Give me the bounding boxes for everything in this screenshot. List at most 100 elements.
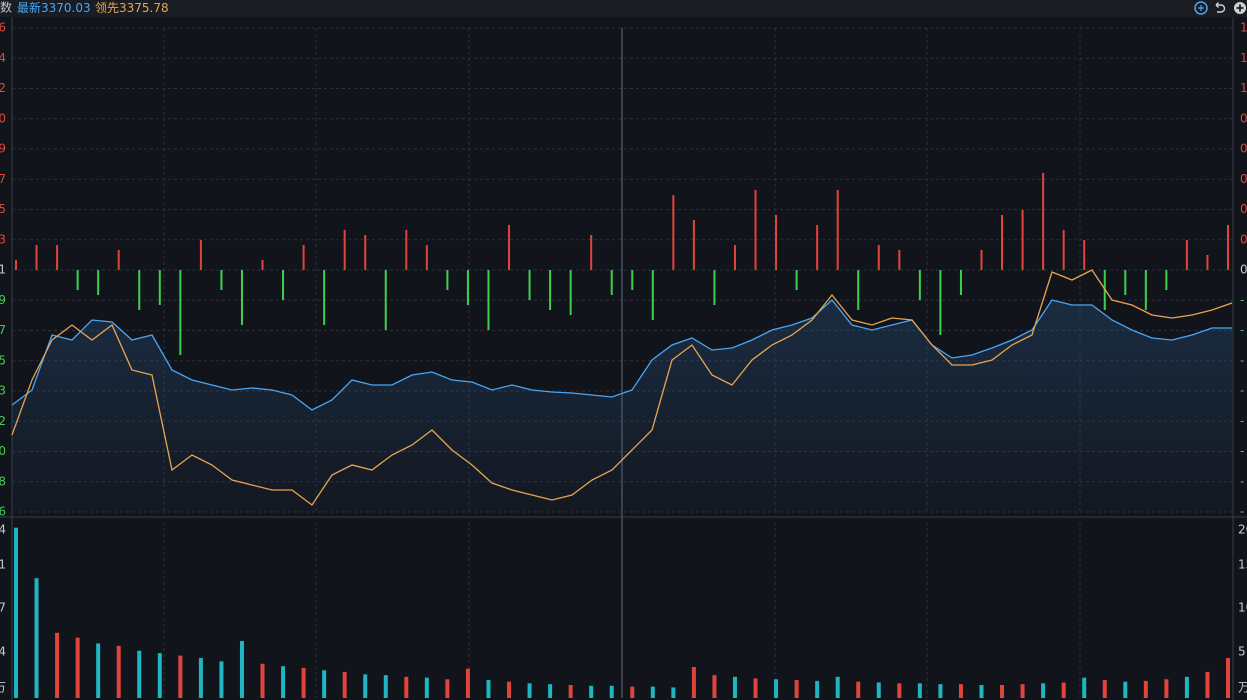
undo-icon[interactable] — [1215, 2, 1226, 13]
volume-bar — [712, 675, 717, 698]
y-axis-label: 3 — [0, 232, 6, 246]
volume-bar — [774, 679, 779, 698]
legend-name: 领先 — [95, 1, 119, 15]
volume-axis-label: 5 — [1238, 645, 1246, 659]
y2-axis-label: - — [1240, 474, 1244, 488]
diff-bar — [775, 215, 778, 270]
volume-bar — [568, 684, 573, 698]
volume-bar — [1184, 676, 1189, 698]
volume-bar — [609, 685, 614, 698]
y-axis-label: 6 — [0, 505, 6, 519]
diff-bar — [1227, 225, 1229, 270]
volume-bar — [486, 680, 491, 698]
diff-bar — [836, 190, 839, 270]
volume-bar — [650, 686, 655, 698]
settings-icon[interactable] — [1194, 1, 1208, 15]
diff-bar — [939, 270, 942, 335]
y2-axis-label: - — [1240, 293, 1244, 307]
diff-bar — [857, 270, 860, 310]
volume-bar — [1041, 683, 1046, 698]
y-axis-label: 5 — [0, 202, 6, 216]
volume-bar — [301, 667, 306, 698]
volume-bar — [917, 683, 922, 698]
diff-bar — [733, 245, 736, 270]
volume-bar — [548, 684, 553, 698]
settings-icon-glyph — [1198, 5, 1204, 11]
diff-bar — [220, 270, 223, 290]
diff-bar — [918, 270, 921, 300]
diff-bar — [282, 270, 285, 300]
y2-axis-label: 0 — [1240, 202, 1247, 216]
diff-bar — [1165, 270, 1168, 290]
volume-bar — [383, 675, 388, 698]
y-axis-label: 2 — [0, 81, 6, 95]
diff-bar — [795, 270, 798, 290]
diff-bar — [446, 270, 449, 290]
diff-bar — [158, 270, 161, 305]
diff-bar — [56, 245, 59, 270]
volume-bar — [835, 676, 840, 698]
diff-bar — [1042, 173, 1045, 270]
volume-bar — [671, 687, 676, 698]
add-icon-glyph — [1236, 4, 1244, 12]
volume-bar — [897, 683, 902, 698]
diff-bar — [343, 230, 346, 270]
volume-axis-label: 4 — [0, 523, 6, 537]
y-axis-label: 5 — [0, 353, 6, 367]
diff-bar — [631, 270, 634, 290]
diff-bar — [384, 270, 387, 330]
diff-bar — [117, 250, 120, 270]
volume-bar — [34, 578, 39, 698]
y2-axis-label: 0 — [1240, 142, 1247, 156]
diff-bar — [816, 225, 819, 270]
volume-bar — [137, 650, 142, 698]
y-axis-label: 0 — [0, 111, 6, 125]
volume-axis-label: 15 — [1238, 558, 1247, 572]
volume-bar — [55, 632, 60, 698]
volume-bar — [753, 678, 758, 698]
volume-bar — [938, 684, 943, 698]
volume-bar — [1123, 681, 1128, 698]
legend-lead: 领先3375.78 — [95, 1, 169, 15]
volume-bar — [424, 677, 429, 698]
diff-bar — [713, 270, 716, 305]
diff-bar — [1206, 255, 1209, 270]
y2-axis-label: 0 — [1240, 111, 1247, 125]
volume-bar — [691, 667, 696, 698]
volume-bar — [281, 666, 286, 698]
line — [11, 269, 1233, 506]
volume-axis-label: 万 — [1238, 681, 1247, 695]
diff-bar — [466, 270, 469, 305]
volume-bar — [96, 643, 101, 698]
y-axis-label: 8 — [0, 474, 6, 488]
volume-bar — [239, 640, 244, 698]
line — [11, 299, 1232, 411]
y2-axis-label: 0 — [1240, 232, 1247, 246]
volume-bar — [1061, 682, 1066, 698]
diff-bar — [1144, 270, 1147, 310]
volume-bar — [1102, 680, 1107, 698]
diff-bar — [959, 270, 962, 295]
volume-axis-label: 20 — [1238, 523, 1247, 537]
volume-bar — [876, 682, 881, 698]
volume-bar — [979, 684, 984, 698]
volume-bar — [219, 661, 224, 698]
volume-axis-label: 10 — [1238, 601, 1247, 615]
y-axis-label: 1 — [0, 263, 6, 277]
y-axis-label: 2 — [0, 414, 6, 428]
diff-bar — [240, 270, 243, 325]
volume-bar — [732, 676, 737, 698]
volume-axis-label: 万 — [0, 681, 6, 695]
area — [12, 300, 1232, 512]
header-title: 数 — [0, 0, 12, 15]
y-axis-label: 7 — [0, 172, 6, 186]
volume-bar — [363, 674, 368, 698]
diff-bar — [877, 245, 880, 270]
volume-bar — [75, 637, 80, 698]
y-axis-label: 6 — [0, 21, 6, 35]
y2-axis-label: 0 — [1240, 172, 1247, 186]
volume-bar — [958, 684, 963, 698]
diff-bar — [302, 245, 305, 270]
diff-bar — [261, 260, 264, 270]
